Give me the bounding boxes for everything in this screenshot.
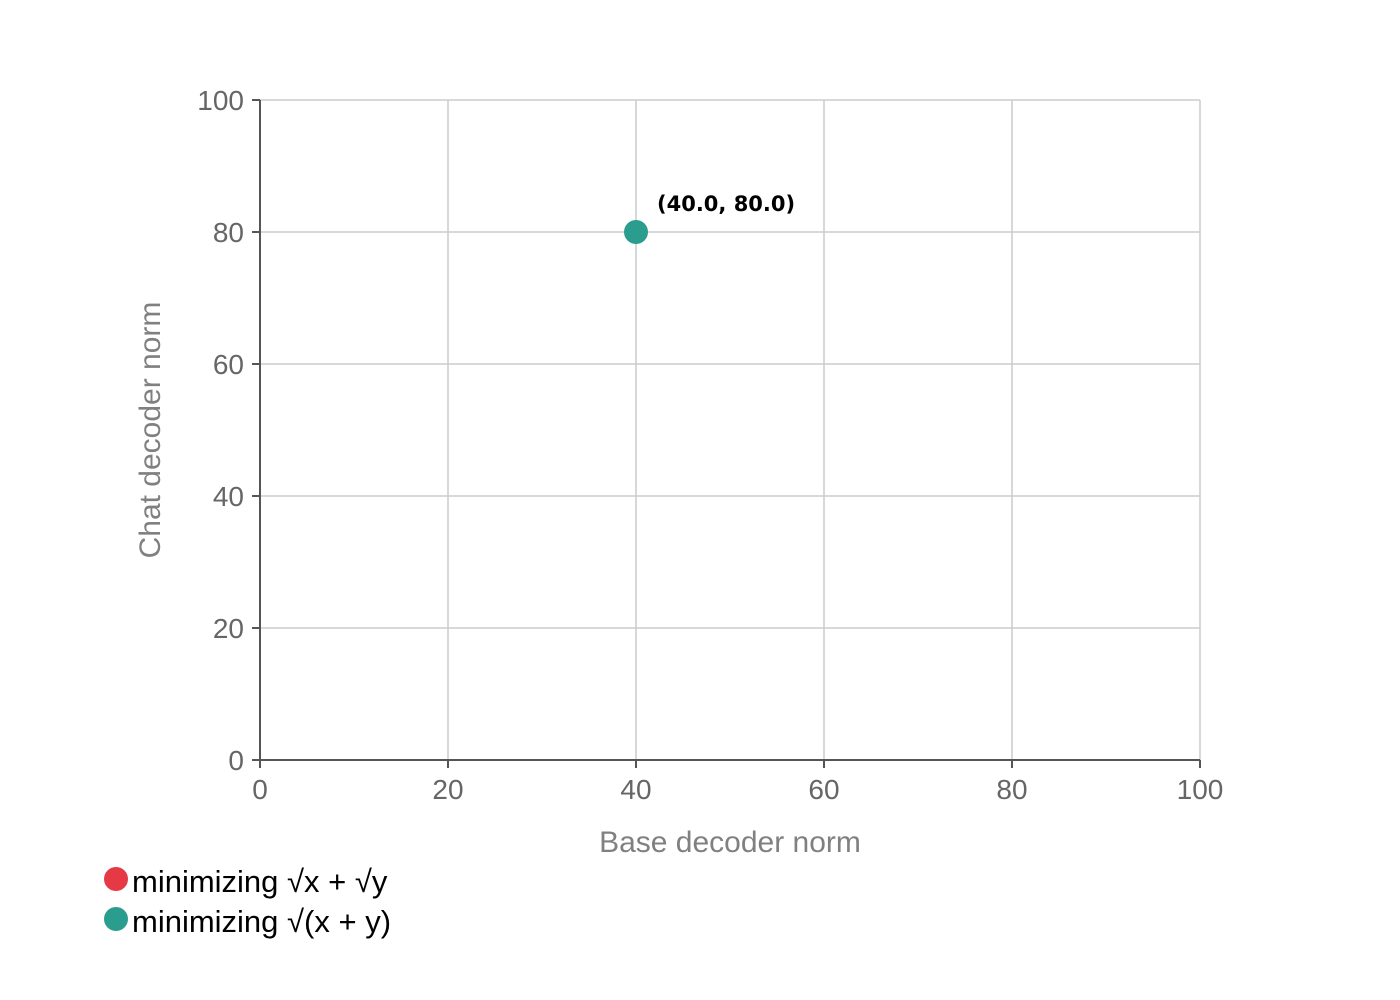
legend-label-series-2: minimizing √(x + y) bbox=[132, 904, 392, 939]
x-tick-label: 0 bbox=[252, 774, 268, 805]
y-tick-label: 40 bbox=[213, 481, 244, 512]
x-tick-label: 100 bbox=[1177, 774, 1224, 805]
axes bbox=[252, 99, 1201, 768]
tick-labels: 0 20 40 60 80 100 0 20 40 60 80 100 bbox=[197, 85, 1223, 805]
legend-marker-series-2 bbox=[104, 907, 128, 931]
y-tick-label: 0 bbox=[228, 745, 244, 776]
y-tick-label: 100 bbox=[197, 85, 244, 116]
x-tick-label: 20 bbox=[432, 774, 463, 805]
legend-label-series-1: minimizing √x + √y bbox=[132, 864, 388, 899]
legend-item-series-1[interactable]: minimizing √x + √y bbox=[104, 862, 391, 902]
data-point-series-2[interactable] bbox=[624, 220, 648, 244]
data-point-label: (40.0, 80.0) bbox=[657, 192, 795, 216]
legend: minimizing √x + √y minimizing √(x + y) bbox=[104, 862, 391, 942]
x-tick-label: 60 bbox=[808, 774, 839, 805]
x-tick-label: 80 bbox=[996, 774, 1027, 805]
x-tick-label: 40 bbox=[620, 774, 651, 805]
legend-item-series-2[interactable]: minimizing √(x + y) bbox=[104, 902, 391, 942]
y-tick-label: 60 bbox=[213, 349, 244, 380]
y-tick-label: 80 bbox=[213, 217, 244, 248]
y-axis-title: Chat decoder norm bbox=[134, 302, 167, 559]
data-points: (40.0, 80.0) bbox=[624, 192, 795, 244]
y-tick-label: 20 bbox=[213, 613, 244, 644]
grid-lines bbox=[260, 99, 1201, 760]
legend-marker-series-1 bbox=[104, 867, 128, 891]
x-axis-title: Base decoder norm bbox=[599, 826, 861, 859]
